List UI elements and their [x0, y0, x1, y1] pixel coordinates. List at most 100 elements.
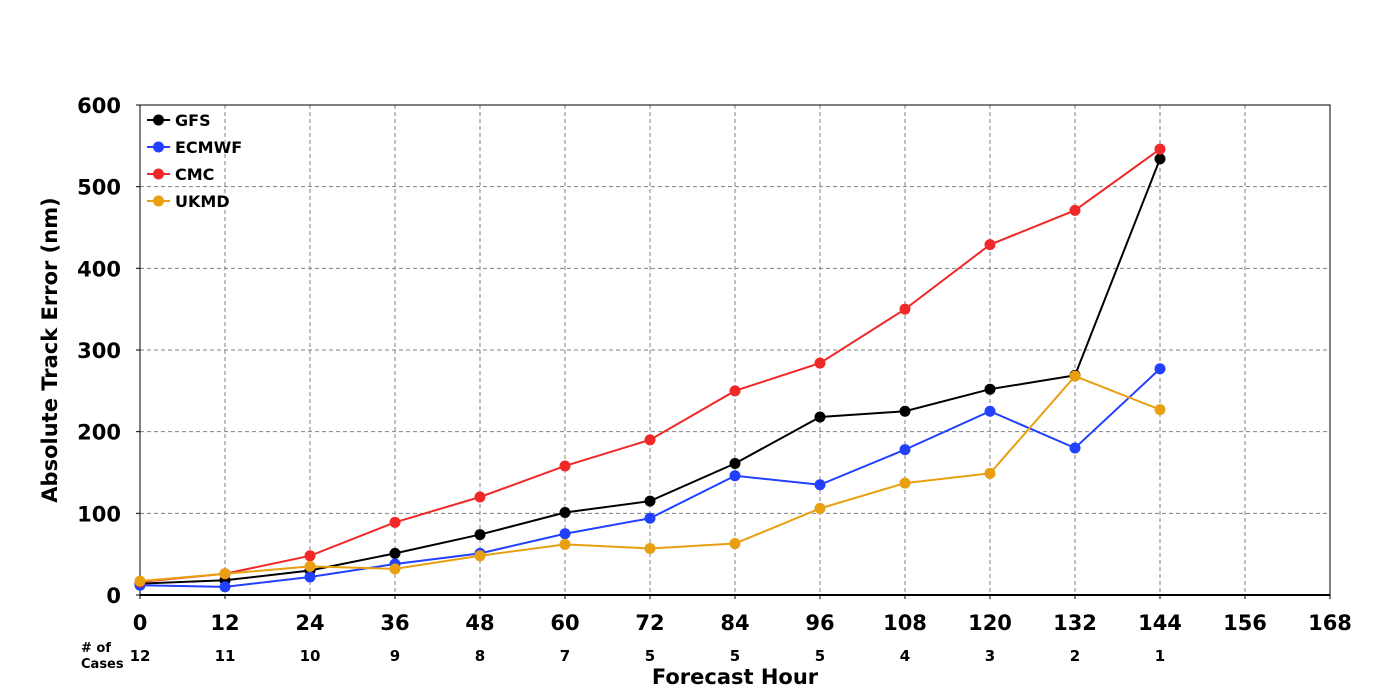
legend: GFS ECMWF CMC UKMD — [147, 111, 242, 211]
y-tick-label: 600 — [77, 94, 121, 118]
case-count: 3 — [985, 647, 995, 665]
data-point-ecmwf — [899, 444, 911, 456]
data-point-cmc — [474, 491, 486, 503]
case-count: 8 — [475, 647, 485, 665]
legend-item-cmc: CMC — [147, 165, 214, 184]
x-tick-label: 0 — [133, 611, 148, 635]
x-tick-label: 120 — [968, 611, 1012, 635]
data-point-cmc — [899, 303, 911, 315]
data-point-ukmd — [474, 550, 486, 562]
case-count: 5 — [815, 647, 825, 665]
data-point-gfs — [644, 495, 656, 507]
x-axis-ticks: 0 12 24 36 48 60 72 84 96 108 120 132 144 156 168 — [133, 595, 1352, 635]
case-count: 11 — [215, 647, 236, 665]
data-point-ecmwf — [644, 512, 656, 524]
x-tick-label: 132 — [1053, 611, 1097, 635]
legend-marker-ecmwf — [153, 141, 164, 153]
data-point-gfs — [474, 529, 486, 541]
y-tick-label: 0 — [106, 584, 121, 608]
y-tick-label: 500 — [77, 176, 121, 200]
x-tick-label: 156 — [1223, 611, 1267, 635]
case-count: 4 — [900, 647, 910, 665]
y-tick-label: 400 — [77, 257, 121, 281]
data-point-gfs — [389, 547, 401, 559]
data-point-ecmwf — [1154, 363, 1166, 375]
legend-label-cmc: CMC — [175, 165, 214, 184]
case-count: 2 — [1070, 647, 1080, 665]
data-point-ecmwf — [304, 571, 316, 583]
data-point-ecmwf — [219, 581, 231, 593]
y-tick-label: 300 — [77, 339, 121, 363]
data-point-ecmwf — [984, 405, 996, 417]
data-point-cmc — [644, 434, 656, 446]
data-point-cmc — [1154, 143, 1166, 155]
legend-item-gfs: GFS — [147, 111, 211, 130]
x-tick-label: 84 — [720, 611, 749, 635]
x-tick-label: 96 — [805, 611, 834, 635]
data-point-ukmd — [559, 538, 571, 550]
data-point-ecmwf — [814, 479, 826, 491]
x-tick-label: 168 — [1308, 611, 1352, 635]
data-point-ukmd — [389, 563, 401, 575]
data-point-cmc — [304, 550, 316, 562]
data-point-gfs — [729, 458, 741, 470]
y-tick-label: 200 — [77, 421, 121, 445]
data-point-ukmd — [729, 538, 741, 550]
data-point-cmc — [814, 357, 826, 369]
legend-label-ecmwf: ECMWF — [175, 138, 242, 157]
case-count: 5 — [645, 647, 655, 665]
y-tick-label: 100 — [77, 502, 121, 526]
legend-label-ukmd: UKMD — [175, 192, 230, 211]
case-count: 9 — [390, 647, 400, 665]
data-point-ukmd — [1069, 370, 1081, 382]
series-ukmd — [134, 370, 1166, 587]
data-point-ukmd — [219, 568, 231, 580]
legend-marker-ukmd — [153, 195, 164, 207]
data-point-ukmd — [814, 502, 826, 514]
x-axis-title: Forecast Hour — [652, 665, 819, 689]
y-axis-ticks: 0 100 200 300 400 500 600 — [77, 94, 140, 608]
legend-marker-cmc — [153, 168, 164, 180]
legend-item-ukmd: UKMD — [147, 192, 230, 211]
data-point-ecmwf — [559, 528, 571, 540]
case-count: 7 — [560, 647, 570, 665]
cases-header-line2: Cases — [81, 657, 124, 672]
data-point-ukmd — [984, 467, 996, 479]
data-point-ecmwf — [1069, 442, 1081, 454]
x-tick-label: 48 — [465, 611, 494, 635]
series-layer — [134, 143, 1166, 593]
data-point-cmc — [389, 516, 401, 528]
data-point-ukmd — [304, 560, 316, 572]
case-count: 1 — [1155, 647, 1165, 665]
x-tick-label: 24 — [295, 611, 324, 635]
legend-item-ecmwf: ECMWF — [147, 138, 242, 157]
data-point-gfs — [1154, 153, 1166, 165]
x-tick-label: 72 — [635, 611, 664, 635]
case-count: 5 — [730, 647, 740, 665]
data-point-gfs — [559, 507, 571, 519]
cases-header-line1: # of — [81, 641, 111, 656]
cases-row: # of Cases 12 11 10 9 8 7 5 5 5 4 3 2 1 — [81, 641, 1165, 672]
data-point-ukmd — [644, 542, 656, 554]
data-point-ecmwf — [729, 470, 741, 482]
legend-marker-gfs — [153, 114, 164, 126]
x-tick-label: 144 — [1138, 611, 1182, 635]
data-point-gfs — [814, 411, 826, 423]
data-point-cmc — [559, 460, 571, 472]
legend-label-gfs: GFS — [175, 111, 211, 130]
data-point-ukmd — [134, 575, 146, 587]
x-tick-label: 60 — [550, 611, 579, 635]
x-tick-label: 36 — [380, 611, 409, 635]
case-count: 12 — [130, 647, 151, 665]
x-tick-label: 12 — [210, 611, 239, 635]
data-point-gfs — [984, 383, 996, 395]
case-count: 10 — [300, 647, 321, 665]
data-point-ukmd — [899, 477, 911, 489]
data-point-ukmd — [1154, 404, 1166, 416]
data-point-gfs — [899, 405, 911, 417]
x-tick-label: 108 — [883, 611, 927, 635]
data-point-cmc — [729, 385, 741, 397]
data-point-cmc — [984, 239, 996, 251]
data-point-cmc — [1069, 204, 1081, 216]
